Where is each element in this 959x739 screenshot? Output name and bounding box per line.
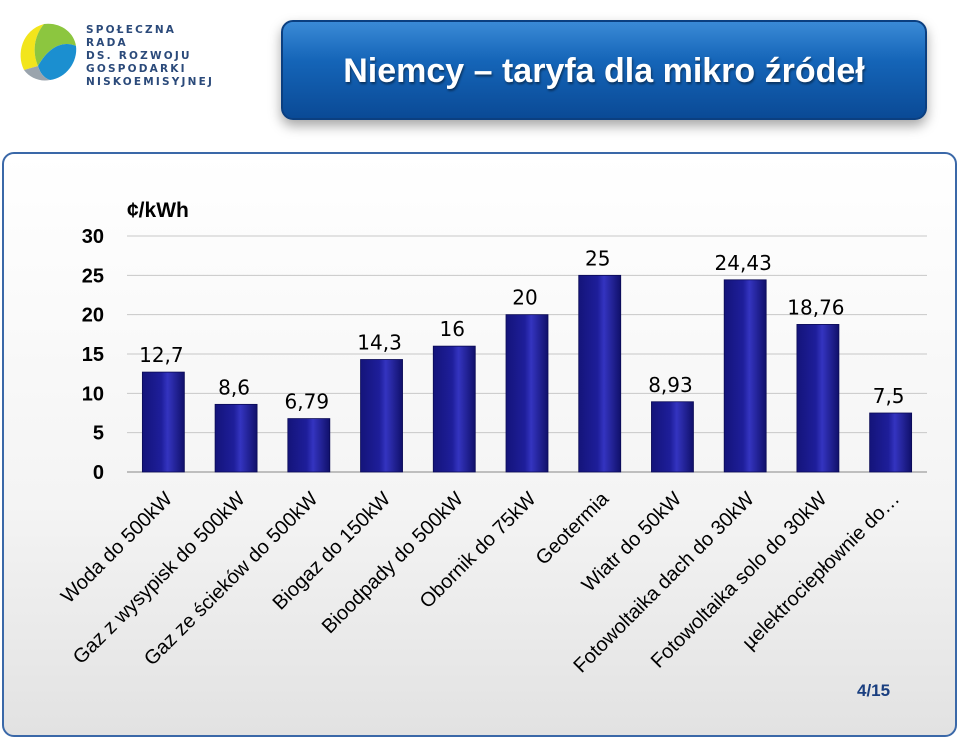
- data-label: 7,5: [873, 384, 905, 408]
- data-label: 8,6: [218, 375, 250, 399]
- page-title: Niemcy – taryfa dla mikro źródeł: [343, 52, 865, 90]
- logo-line: GOSPODARKI: [86, 63, 187, 75]
- data-label: 20: [512, 286, 537, 310]
- data-label: 24,43: [715, 251, 772, 275]
- logo-text: SPOŁECZNA RADA DS. ROZWOJU GOSPODARKI NI…: [86, 24, 214, 89]
- bar: [796, 324, 840, 473]
- data-label: 12,7: [139, 343, 184, 367]
- data-label: 14,3: [357, 331, 402, 355]
- y-tick-label: 10: [82, 383, 104, 405]
- page-number: 4/15: [857, 681, 891, 700]
- y-tick-label: 30: [82, 226, 104, 248]
- logo-mark-icon: [20, 23, 77, 81]
- data-label: 8,93: [648, 373, 693, 397]
- y-tick-label: 20: [82, 305, 104, 327]
- logo-line: SPOŁECZNA RADA: [86, 24, 177, 49]
- logo-line: DS. ROZWOJU: [86, 50, 192, 62]
- y-tick-label: 0: [93, 462, 104, 484]
- bar: [287, 418, 331, 473]
- x-tick-label: Bioodpady do 500kW: [318, 488, 468, 638]
- bar: [141, 371, 185, 473]
- bar: [505, 314, 549, 473]
- bar: [432, 345, 476, 473]
- data-label: 6,79: [285, 390, 330, 414]
- y-tick-label: 15: [82, 344, 104, 366]
- data-label: 18,76: [787, 295, 844, 319]
- bar: [869, 412, 913, 473]
- y-tick-label: 5: [93, 423, 104, 445]
- logo: SPOŁECZNA RADA DS. ROZWOJU GOSPODARKI NI…: [14, 18, 214, 90]
- bar: [360, 359, 403, 473]
- y-axis-label: ¢/kWh: [127, 199, 189, 222]
- title-banner: Niemcy – taryfa dla mikro źródeł: [281, 20, 927, 120]
- data-label: 16: [440, 317, 465, 341]
- data-label: 25: [585, 246, 610, 270]
- bar: [723, 279, 767, 473]
- logo-line: NISKOEMISYJNEJ: [86, 76, 215, 88]
- y-tick-label: 25: [82, 265, 104, 287]
- bar: [578, 274, 622, 473]
- bar: [651, 401, 694, 473]
- bar: [214, 403, 258, 473]
